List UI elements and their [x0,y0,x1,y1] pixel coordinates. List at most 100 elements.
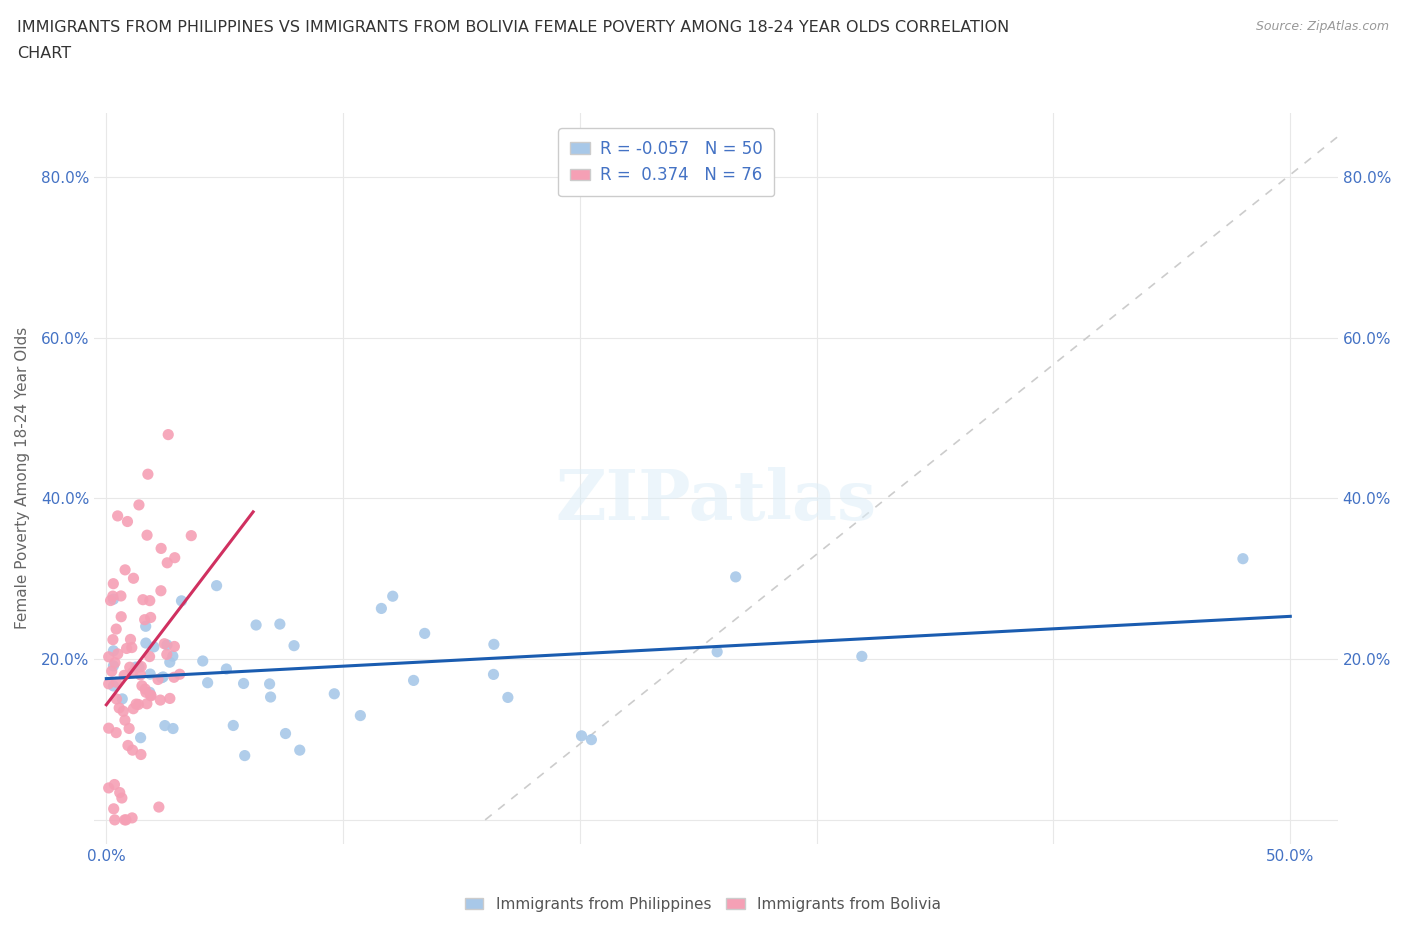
Point [115,813,138,828]
Point [156,647,179,662]
Point [381,589,404,604]
Point [110,589,132,604]
Point [129,668,152,683]
Point [233,748,256,763]
Legend: Immigrants from Philippines, Immigrants from Bolivia: Immigrants from Philippines, Immigrants … [458,891,948,918]
Point [482,637,505,652]
Point [149,693,172,708]
Point [104,813,127,828]
Point [118,721,141,736]
Point [135,697,157,711]
Point [148,800,170,815]
Legend: R = -0.057   N = 50, R =  0.374   N = 76: R = -0.057 N = 50, R = 0.374 N = 76 [558,128,775,196]
Point [127,697,149,711]
Point [349,708,371,723]
Text: IMMIGRANTS FROM PHILIPPINES VS IMMIGRANTS FROM BOLIVIA FEMALE POVERTY AMONG 18-2: IMMIGRANTS FROM PHILIPPINES VS IMMIGRANT… [17,20,1010,35]
Point [136,467,159,482]
Point [97,780,120,795]
Point [138,649,160,664]
Point [114,712,136,727]
Point [129,730,152,745]
Point [138,684,160,699]
Point [153,718,176,733]
Point [121,665,143,680]
Point [482,667,505,682]
Point [107,646,129,661]
Point [163,670,186,684]
Point [118,659,141,674]
Point [245,618,267,632]
Point [129,659,152,674]
Point [110,609,132,624]
Point [114,813,136,828]
Point [108,700,131,715]
Point [169,667,191,682]
Point [222,718,245,733]
Point [125,659,148,674]
Point [149,583,172,598]
Point [136,527,159,542]
Point [132,592,155,607]
Point [105,725,128,740]
Point [103,577,125,591]
Point [117,514,139,529]
Point [232,676,254,691]
Point [104,656,127,671]
Point [724,569,747,584]
Point [571,728,593,743]
Point [159,655,181,670]
Point [706,644,728,659]
Point [117,738,139,753]
Y-axis label: Female Poverty Among 18-24 Year Olds: Female Poverty Among 18-24 Year Olds [15,327,30,630]
Point [103,644,125,658]
Point [170,593,193,608]
Point [135,618,157,633]
Point [131,678,153,693]
Point [152,670,174,684]
Point [191,654,214,669]
Point [269,617,291,631]
Point [142,640,165,655]
Point [122,701,145,716]
Point [129,747,152,762]
Point [125,697,148,711]
Text: ZIPatlas: ZIPatlas [555,467,876,534]
Point [128,659,150,674]
Point [105,675,128,690]
Point [134,612,156,627]
Point [135,684,157,699]
Point [150,541,173,556]
Point [114,563,136,578]
Point [97,649,120,664]
Point [139,610,162,625]
Point [370,601,392,616]
Point [283,638,305,653]
Point [163,639,186,654]
Point [139,687,162,702]
Point [215,661,238,676]
Point [103,591,125,606]
Point [111,790,134,805]
Point [259,676,281,691]
Point [146,672,169,687]
Point [163,551,186,565]
Point [100,664,122,679]
Point [197,675,219,690]
Point [323,686,346,701]
Point [180,528,202,543]
Point [139,593,162,608]
Point [159,691,181,706]
Point [205,578,228,593]
Point [100,593,122,608]
Point [121,810,143,825]
Point [156,555,179,570]
Point [120,632,142,647]
Point [103,658,125,673]
Point [150,671,173,685]
Point [121,640,143,655]
Point [402,673,425,688]
Point [121,743,143,758]
Point [162,649,184,664]
Point [105,621,128,636]
Point [581,732,603,747]
